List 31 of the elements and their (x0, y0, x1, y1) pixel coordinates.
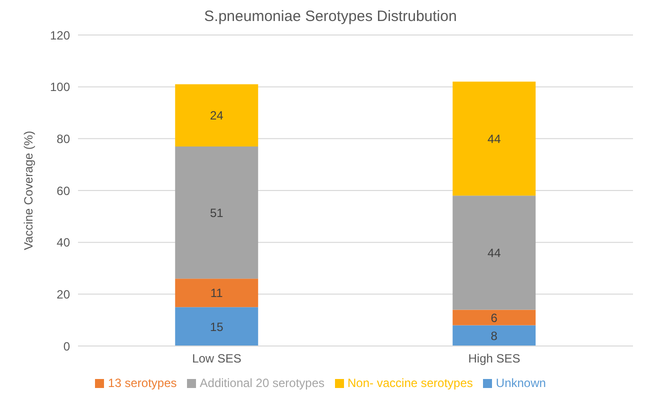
bar (175, 146, 258, 279)
legend-label: 13 serotypes (108, 376, 177, 390)
bar (175, 84, 258, 146)
y-tick-label: 40 (56, 236, 70, 250)
data-label: 44 (487, 246, 502, 260)
y-tick-label: 20 (56, 287, 70, 302)
data-label: 11 (210, 286, 224, 300)
y-axis-title: Vaccine Coverage (%) (21, 130, 36, 250)
data-label: 6 (490, 310, 498, 325)
legend-label: Non- vaccine serotypes (348, 376, 473, 390)
bar (452, 310, 536, 326)
y-tick-label: 100 (50, 80, 70, 94)
x-tick-label: High SES (468, 352, 520, 366)
x-tick-label: Low SES (192, 352, 242, 366)
legend-label: Unknown (496, 376, 546, 390)
data-label: 44 (487, 132, 502, 146)
data-label: 24 (210, 108, 224, 123)
data-label: 51 (210, 206, 224, 220)
bar (452, 196, 536, 310)
bar (452, 82, 536, 196)
y-tick-label: 60 (56, 184, 70, 198)
legend-label: Additional 20 serotypes (200, 376, 325, 390)
y-tick-label: 0 (63, 339, 70, 354)
bar (452, 325, 536, 346)
data-label: 8 (490, 328, 498, 343)
bar (175, 278, 258, 308)
data-label: 15 (210, 320, 224, 334)
y-tick-label: 120 (50, 28, 70, 42)
y-tick-label: 80 (56, 132, 70, 146)
chart-title: S.pneumoniae Serotypes Distrubution (203, 8, 458, 25)
bar (175, 307, 258, 346)
